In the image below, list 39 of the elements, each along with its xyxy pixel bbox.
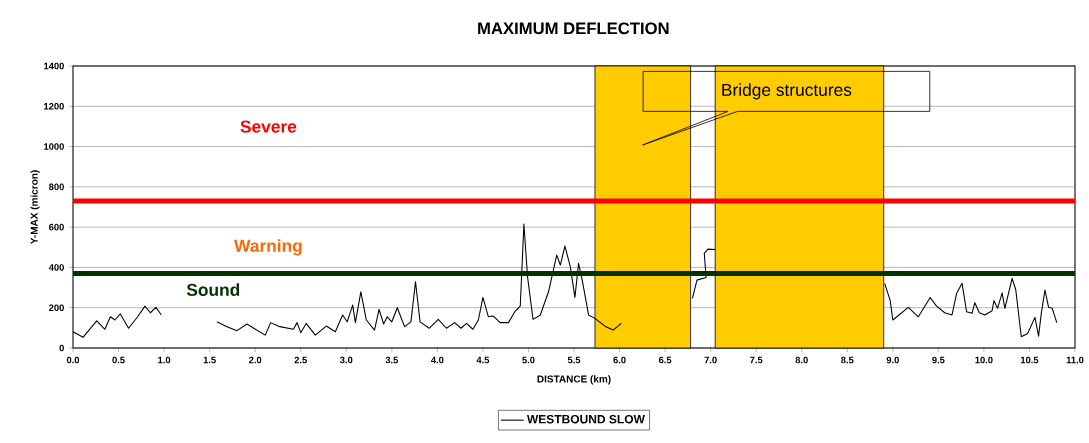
x-tick-label: 8.5: [841, 356, 854, 364]
x-tick-label: 1.0: [158, 356, 171, 364]
x-tick-label: 10.5: [1020, 356, 1039, 364]
y-axis-title: Y-MAX (micron): [30, 170, 40, 245]
x-tick-label: 4.5: [476, 356, 490, 364]
x-tick-label: 6.0: [613, 356, 626, 364]
x-tick-label: 0.5: [112, 356, 125, 364]
y-tick-label: 200: [49, 304, 64, 312]
annotation: Warning: [234, 239, 302, 256]
x-tick-label: 8.0: [795, 356, 808, 364]
x-tick-label: 2.0: [249, 356, 262, 364]
x-tick-label: 1.5: [203, 356, 216, 364]
y-tick-label: 0: [59, 344, 64, 352]
x-tick-label: 3.0: [340, 356, 353, 364]
x-tick-label: 4.0: [431, 356, 444, 364]
y-tick-label: 800: [49, 183, 64, 191]
x-tick-label: 5.0: [522, 356, 535, 364]
annotation: Severe: [240, 120, 297, 133]
x-tick-label: 9.0: [886, 356, 899, 364]
legend-label: WESTBOUND SLOW: [526, 414, 645, 424]
y-tick-label: 600: [49, 223, 64, 231]
x-tick-label: 7.0: [704, 356, 717, 364]
x-tick-label: 9.5: [932, 356, 945, 364]
x-tick-label: 11.0: [1066, 356, 1084, 364]
y-tick-label: 1000: [44, 143, 64, 150]
x-tick-label: 10.0: [975, 356, 993, 364]
x-tick-label: 0.0: [66, 356, 80, 364]
x-tick-label: 2.5: [294, 356, 307, 364]
annotation: Sound: [186, 283, 240, 296]
x-tick-label: 7.5: [750, 356, 763, 364]
x-tick-label: 5.5: [567, 356, 581, 364]
x-tick-label: 6.5: [658, 356, 672, 364]
annotation: Bridge structures: [722, 83, 852, 100]
x-tick-label: 3.5: [385, 356, 399, 364]
x-axis-title: DISTANCE (km): [537, 375, 611, 385]
chart-title: MAXIMUM DEFLECTION: [478, 22, 669, 35]
y-tick-label: 400: [48, 264, 64, 271]
y-tick-label: 1400: [44, 62, 64, 70]
y-tick-label: 1200: [44, 102, 64, 110]
